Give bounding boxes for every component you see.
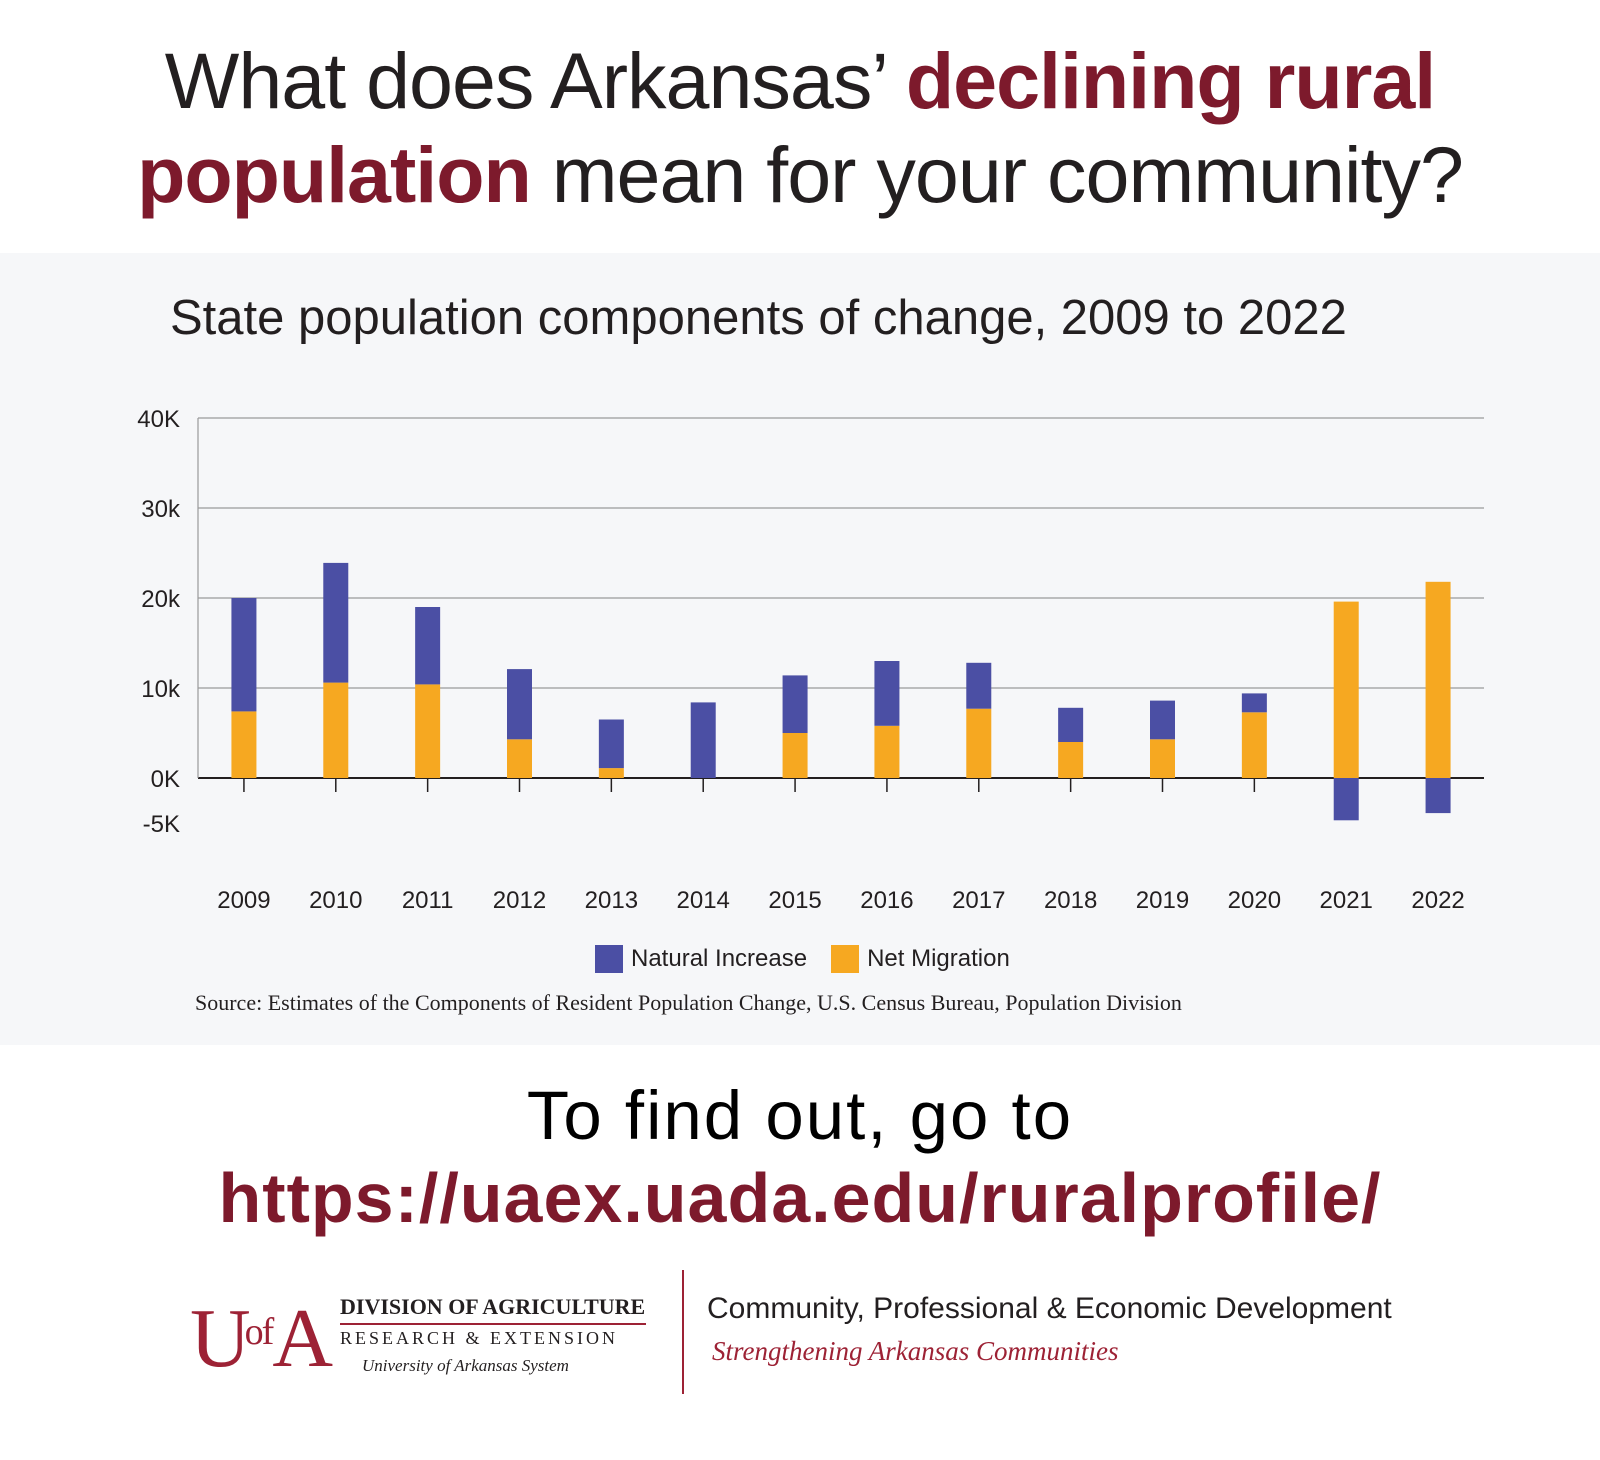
x-tick-label: 2022 [1411, 887, 1464, 914]
y-tick-label: 40K [137, 406, 180, 433]
chart-legend: Natural Increase Net Migration [595, 942, 1034, 976]
cta-url-link[interactable]: https://uaex.uada.edu/ruralprofile/ [218, 1159, 1382, 1237]
x-tick-label: 2019 [1136, 887, 1189, 914]
uofa-mark-u: U [190, 1292, 251, 1385]
bar-natural-increase-2015 [782, 675, 808, 733]
legend-label-net-migration: Net Migration [867, 945, 1010, 972]
y-tick-label: 30k [141, 496, 181, 523]
headline-part-1: What does Arkansas’ [164, 36, 906, 125]
legend-item-natural-increase: Natural Increase [595, 945, 807, 973]
logo-rule [340, 1323, 646, 1325]
bar-natural-increase-2014 [690, 702, 716, 778]
y-tick-label: -5K [143, 811, 180, 838]
legend-label-natural-increase: Natural Increase [631, 945, 808, 972]
x-tick-label: 2013 [585, 887, 638, 914]
legend-swatch-natural-increase [595, 945, 623, 973]
bar-net-migration-2022 [1425, 581, 1451, 778]
bar-net-migration-2016 [874, 725, 900, 778]
x-tick-label: 2016 [860, 887, 913, 914]
uofa-mark-of: of [244, 1311, 275, 1353]
x-tick-label: 2012 [493, 887, 546, 914]
y-tick-label: 10k [141, 676, 181, 703]
bar-natural-increase-2010 [323, 562, 349, 683]
logo-division-text: DIVISION OF AGRICULTURE [340, 1294, 646, 1319]
bar-net-migration-2020 [1241, 712, 1267, 778]
uofa-mark-a: A [272, 1292, 333, 1385]
legend-item-net-migration: Net Migration [831, 945, 1010, 973]
bar-net-migration-2010 [323, 682, 349, 778]
bar-net-migration-2021 [1333, 601, 1359, 778]
bar-net-migration-2017 [966, 708, 992, 778]
legend-swatch-net-migration [831, 945, 860, 973]
y-tick-label: 0K [151, 766, 180, 793]
chart-panel [0, 253, 1600, 1045]
x-tick-label: 2014 [677, 887, 730, 914]
logo-research-text: RESEARCH & EXTENSION [340, 1328, 619, 1348]
bar-natural-increase-2011 [415, 607, 441, 685]
x-tick-label: 2010 [309, 887, 362, 914]
logo-divider [682, 1270, 684, 1394]
bar-natural-increase-2022 [1425, 778, 1451, 814]
bar-natural-increase-2012 [507, 669, 532, 740]
bar-net-migration-2019 [1150, 739, 1175, 778]
x-tick-label: 2020 [1228, 887, 1281, 914]
uofa-mark: UofA [190, 1290, 333, 1381]
cta-line: To find out, go to [526, 1077, 1074, 1154]
bar-natural-increase-2013 [598, 719, 624, 769]
bar-natural-increase-2016 [874, 661, 900, 726]
headline-accent-2: population [137, 130, 532, 219]
uofa-division-logo: UofA DIVISION OF AGRICULTURE RESEARCH & … [190, 1290, 660, 1382]
cped-tagline: Strengthening Arkansas Communities [712, 1336, 1119, 1366]
bar-natural-increase-2009 [231, 598, 257, 712]
logo-system-text: University of Arkansas System [362, 1356, 569, 1375]
bar-natural-increase-2021 [1333, 778, 1359, 821]
chart-title: State population components of change, 2… [170, 291, 1347, 345]
bar-net-migration-2013 [598, 768, 624, 778]
cped-title: Community, Professional & Economic Devel… [707, 1292, 1392, 1325]
bar-natural-increase-2020 [1241, 693, 1267, 713]
x-tick-label: 2017 [952, 887, 1005, 914]
bar-net-migration-2018 [1058, 742, 1084, 778]
bar-net-migration-2011 [415, 684, 441, 778]
x-tick-label: 2009 [217, 887, 270, 914]
bar-net-migration-2009 [231, 711, 257, 778]
population-components-chart: -5K 0K 10k 20k 30k 40K 2009 2010 2011 2012 2013 201… [137, 406, 1484, 914]
bar-natural-increase-2019 [1150, 700, 1175, 740]
bar-net-migration-2015 [782, 733, 808, 778]
headline-accent-1: declining rural [905, 36, 1436, 125]
headline-line-1: What does Arkansas’ declining rural [0, 34, 1600, 128]
x-tick-label: 2011 [402, 887, 454, 914]
source-note: Source: Estimates of the Components of R… [195, 990, 1182, 1015]
bar-natural-increase-2017 [966, 662, 992, 709]
headline: What does Arkansas’ declining rural popu… [0, 34, 1600, 222]
y-tick-label: 20k [141, 586, 181, 613]
x-tick-label: 2021 [1320, 887, 1373, 914]
x-tick-label: 2018 [1044, 887, 1097, 914]
bar-natural-increase-2018 [1058, 707, 1084, 742]
headline-line-2: population mean for your community? [0, 128, 1600, 222]
headline-part-4: mean for your community? [530, 130, 1464, 219]
bar-net-migration-2012 [507, 739, 532, 778]
x-tick-label: 2015 [768, 887, 821, 914]
